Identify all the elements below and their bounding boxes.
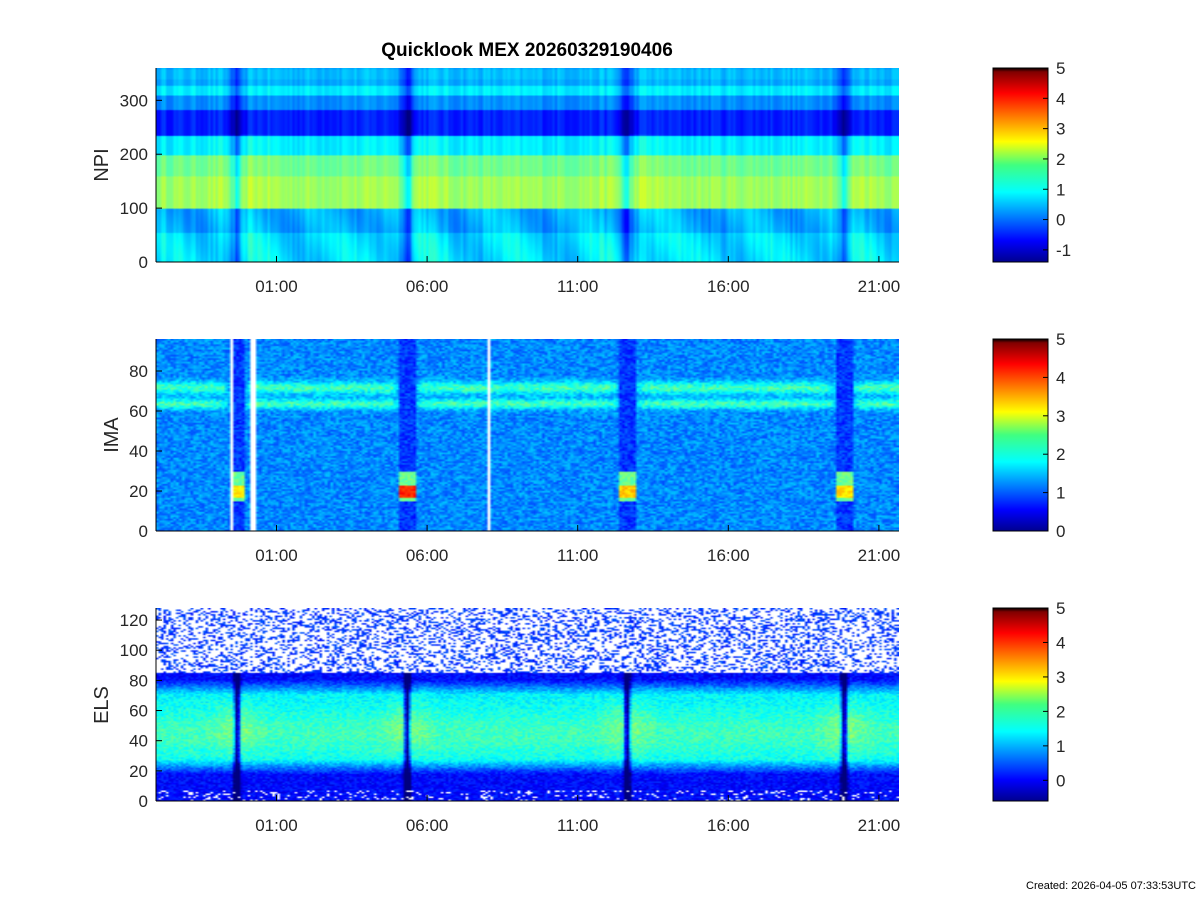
x-tick-label: 01:00 xyxy=(255,277,298,296)
y-tick-label: 60 xyxy=(129,402,148,421)
els-colorbar: 0 1 2 3 4 5 xyxy=(992,599,1065,802)
y-tick-label: 80 xyxy=(129,671,148,690)
npi-colorbar-scale xyxy=(993,68,1048,262)
colorbar-tick-label: 0 xyxy=(1056,522,1065,541)
ima-colorbar-ticks: 0 1 2 3 4 5 xyxy=(1043,330,1065,541)
colorbar-tick-label: 5 xyxy=(1056,599,1065,618)
npi-colorbar-ticks: -1 0 1 2 3 4 5 xyxy=(1043,59,1071,260)
npi-panel: 0 100 200 300 01:00 06:00 11:00 16:00 21:00 NPI… xyxy=(91,59,1071,296)
colorbar-tick-label: 3 xyxy=(1056,407,1065,426)
colorbar-tick-label: 2 xyxy=(1056,445,1065,464)
x-tick-label: 21:00 xyxy=(858,277,901,296)
y-tick-label: 60 xyxy=(129,702,148,721)
colorbar-tick-label: 5 xyxy=(1056,330,1065,349)
colorbar-tick-label: 2 xyxy=(1056,150,1065,169)
created-timestamp: Created: 2026-04-05 07:33:53UTC xyxy=(1026,880,1196,892)
x-tick-label: 06:00 xyxy=(406,277,449,296)
colorbar-tick-label: -1 xyxy=(1056,241,1071,260)
colorbar-tick-label: 0 xyxy=(1056,771,1065,790)
npi-colorbar: -1 0 1 2 3 4 5 xyxy=(992,59,1071,263)
colorbar-tick-label: 3 xyxy=(1056,120,1065,139)
ima-colorbar-scale xyxy=(993,339,1048,531)
x-tick-label: 21:00 xyxy=(858,816,901,835)
npi-y-label: NPI xyxy=(91,148,113,181)
els-y-axis: 0 20 40 60 80 100 120 xyxy=(120,608,162,811)
figure-title: Quicklook MEX 20260329190406 xyxy=(381,40,673,61)
y-tick-label: 20 xyxy=(129,762,148,781)
x-tick-label: 11:00 xyxy=(557,546,598,565)
y-tick-label: 100 xyxy=(120,641,148,660)
els-colorbar-ticks: 0 1 2 3 4 5 xyxy=(1043,599,1065,790)
y-tick-label: 100 xyxy=(120,199,148,218)
x-tick-label: 16:00 xyxy=(707,816,750,835)
ima-y-axis: 0 20 40 60 80 xyxy=(129,339,162,541)
colorbar-tick-label: 1 xyxy=(1056,180,1065,199)
ima-colorbar: 0 1 2 3 4 5 xyxy=(992,330,1065,541)
els-x-axis: 01:00 06:00 11:00 16:00 21:00 xyxy=(156,795,900,835)
colorbar-tick-label: 2 xyxy=(1056,702,1065,721)
els-colorbar-frame xyxy=(992,607,1049,802)
x-tick-label: 06:00 xyxy=(406,546,449,565)
y-tick-label: 200 xyxy=(120,145,148,164)
y-tick-label: 40 xyxy=(129,442,148,461)
colorbar-tick-label: 3 xyxy=(1056,668,1065,687)
els-y-label: ELS xyxy=(91,686,113,724)
ima-colorbar-frame xyxy=(992,338,1049,532)
colorbar-tick-label: 1 xyxy=(1056,484,1065,503)
npi-spectrogram xyxy=(156,68,899,262)
colorbar-tick-label: 5 xyxy=(1056,59,1065,78)
els-colorbar-scale xyxy=(993,608,1048,801)
npi-colorbar-frame xyxy=(992,67,1049,263)
y-tick-label: 0 xyxy=(139,253,148,272)
y-tick-label: 20 xyxy=(129,482,148,501)
els-spectrogram xyxy=(156,608,899,801)
y-tick-label: 40 xyxy=(129,732,148,751)
x-tick-label: 16:00 xyxy=(707,277,750,296)
x-tick-label: 11:00 xyxy=(557,816,598,835)
x-tick-label: 01:00 xyxy=(255,816,298,835)
y-tick-label: 120 xyxy=(120,611,148,630)
x-tick-label: 06:00 xyxy=(406,816,449,835)
ima-y-label: IMA xyxy=(101,417,123,453)
npi-y-axis: 0 100 200 300 xyxy=(120,68,162,272)
x-tick-label: 16:00 xyxy=(707,546,750,565)
y-tick-label: 0 xyxy=(139,792,148,811)
npi-x-axis: 01:00 06:00 11:00 16:00 21:00 xyxy=(156,256,900,296)
colorbar-tick-label: 4 xyxy=(1056,633,1065,652)
colorbar-tick-label: 0 xyxy=(1056,211,1065,230)
x-tick-label: 01:00 xyxy=(255,546,298,565)
ima-spectrogram xyxy=(156,339,899,531)
y-tick-label: 80 xyxy=(129,362,148,381)
x-tick-label: 21:00 xyxy=(858,546,901,565)
x-tick-label: 11:00 xyxy=(557,277,598,296)
y-tick-label: 300 xyxy=(120,91,148,110)
ima-x-axis: 01:00 06:00 11:00 16:00 21:00 xyxy=(156,525,900,565)
y-tick-label: 0 xyxy=(139,522,148,541)
colorbar-tick-label: 4 xyxy=(1056,368,1065,387)
colorbar-tick-label: 1 xyxy=(1056,737,1065,756)
colorbar-tick-label: 4 xyxy=(1056,89,1065,108)
